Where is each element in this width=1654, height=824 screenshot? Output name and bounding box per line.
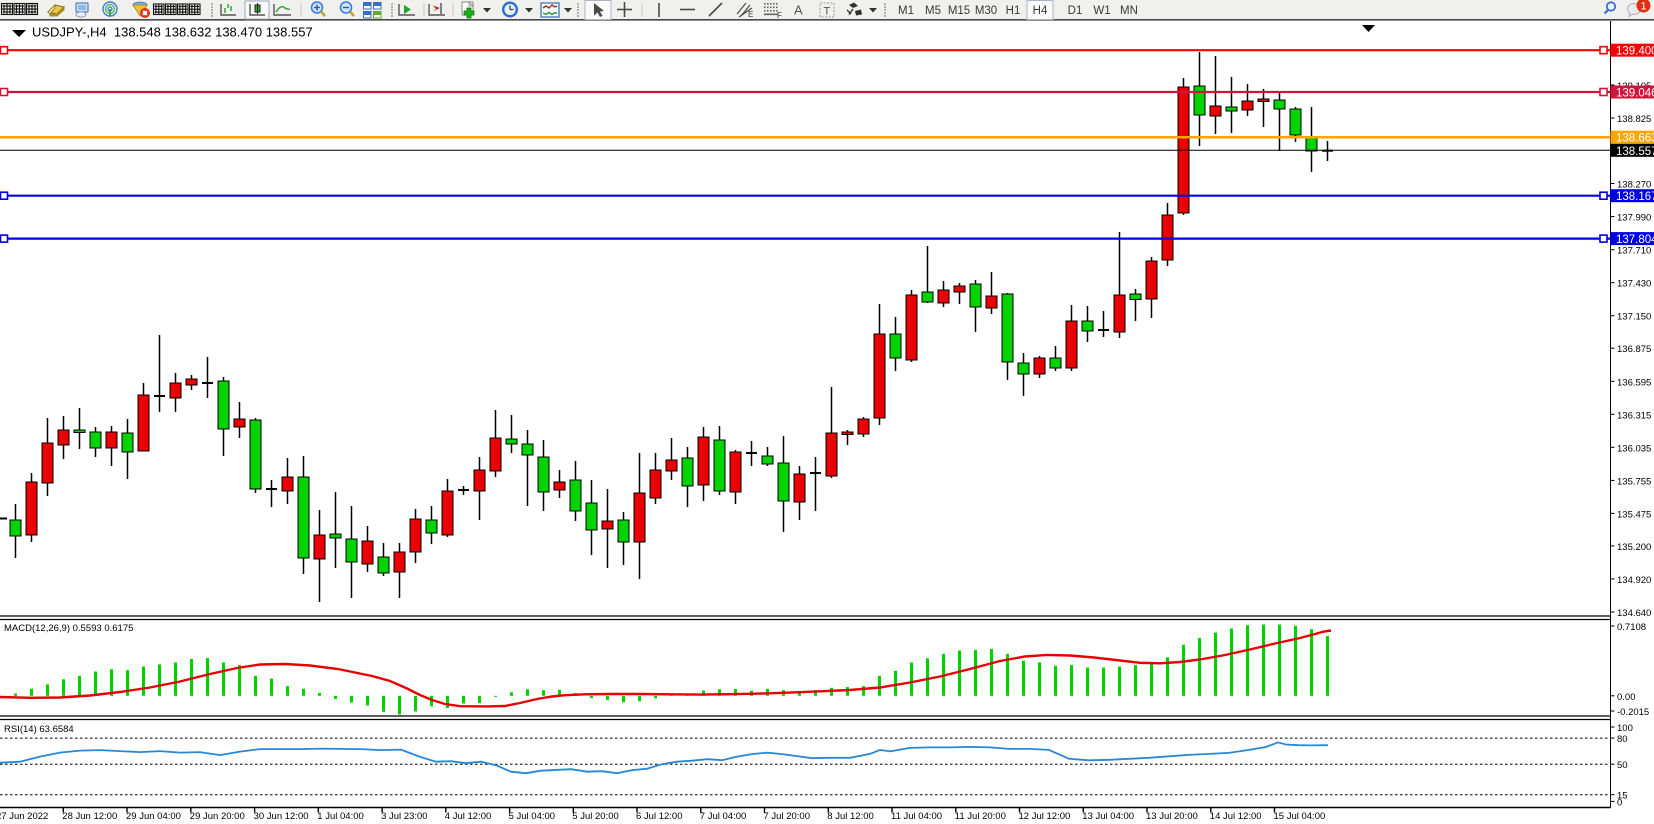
svg-text:0: 0 [1617,797,1622,808]
svg-text:D1: D1 [1068,5,1083,17]
svg-text:1 Jul 04:00: 1 Jul 04:00 [317,811,363,822]
svg-text:137.990: 137.990 [1617,213,1651,224]
svg-text:11 Jul 04:00: 11 Jul 04:00 [891,811,942,822]
svg-text:13 Jul 04:00: 13 Jul 04:00 [1082,811,1134,822]
svg-text:30 Jun 12:00: 30 Jun 12:00 [254,811,309,822]
svg-text:USDJPY-,H4 138.548 138.632 13: USDJPY-,H4 138.548 138.632 138.470 138.5… [32,25,313,40]
svg-text:4 Jul 12:00: 4 Jul 12:00 [445,811,491,822]
svg-text:3 Jul 23:00: 3 Jul 23:00 [381,811,427,822]
svg-text:15 Jul 04:00: 15 Jul 04:00 [1274,811,1326,822]
svg-text:135.475: 135.475 [1617,509,1651,520]
svg-text:RSI(14) 63.6584: RSI(14) 63.6584 [4,724,74,735]
svg-text:137.710: 137.710 [1617,246,1651,257]
svg-text:M30: M30 [975,5,997,17]
svg-text:50: 50 [1617,760,1628,771]
svg-text:W1: W1 [1093,5,1110,17]
svg-text:136.875: 136.875 [1617,344,1651,355]
svg-text:0.00: 0.00 [1617,692,1636,703]
svg-text:MN: MN [1120,5,1138,17]
svg-text:0.7108: 0.7108 [1617,622,1646,633]
svg-text:T: T [824,6,831,18]
svg-text:134.920: 134.920 [1617,575,1651,586]
svg-text:1: 1 [1640,1,1646,13]
svg-text:-0.2015: -0.2015 [1617,707,1649,718]
svg-text:6 Jul 12:00: 6 Jul 12:00 [636,811,682,822]
svg-text:H1: H1 [1006,5,1021,17]
svg-text:28 Jun 12:00: 28 Jun 12:00 [62,811,117,822]
svg-text:139.400: 139.400 [1616,46,1654,58]
svg-text:136.595: 136.595 [1617,377,1651,388]
svg-text:138.663: 138.663 [1616,133,1654,145]
svg-text:7 Jul 04:00: 7 Jul 04:00 [700,811,746,822]
svg-text:8 Jul 12:00: 8 Jul 12:00 [827,811,873,822]
svg-text:5 Jul 04:00: 5 Jul 04:00 [509,811,555,822]
svg-text:137.430: 137.430 [1617,279,1651,290]
svg-text:12 Jul 12:00: 12 Jul 12:00 [1019,811,1071,822]
svg-text:137.804: 137.804 [1616,234,1654,246]
svg-text:M15: M15 [948,5,970,17]
svg-text:139.046: 139.046 [1616,88,1654,100]
svg-text:11 Jul 20:00: 11 Jul 20:00 [955,811,1006,822]
svg-text:136.035: 136.035 [1617,443,1651,454]
svg-text:138.167: 138.167 [1616,191,1654,203]
svg-text:13 Jul 20:00: 13 Jul 20:00 [1146,811,1198,822]
svg-text:100: 100 [1617,723,1633,734]
svg-text:138.825: 138.825 [1617,114,1651,125]
svg-text:H4: H4 [1033,5,1048,17]
svg-text:15: 15 [1617,791,1628,802]
svg-text:135.755: 135.755 [1617,476,1651,487]
svg-text:29 Jun 04:00: 29 Jun 04:00 [126,811,181,822]
svg-text:A: A [794,3,803,18]
svg-text:134.640: 134.640 [1617,608,1651,619]
svg-text:137.150: 137.150 [1617,312,1651,323]
svg-text:M5: M5 [925,5,941,17]
svg-text:136.315: 136.315 [1617,410,1651,421]
svg-text:M1: M1 [898,5,914,17]
svg-text:29 Jun 20:00: 29 Jun 20:00 [190,811,245,822]
svg-text:80: 80 [1617,734,1628,745]
svg-text:27 Jun 2022: 27 Jun 2022 [0,811,48,822]
svg-text:F: F [777,11,782,20]
svg-text:MACD(12,26,9) 0.5593 0.6175: MACD(12,26,9) 0.5593 0.6175 [4,623,133,634]
svg-text:138.557: 138.557 [1616,146,1654,158]
svg-text:E: E [748,10,753,19]
svg-text:7 Jul 20:00: 7 Jul 20:00 [764,811,810,822]
svg-text:135.200: 135.200 [1617,542,1651,553]
svg-text:14 Jul 12:00: 14 Jul 12:00 [1210,811,1262,822]
svg-text:138.270: 138.270 [1617,180,1651,191]
svg-text:5 Jul 20:00: 5 Jul 20:00 [572,811,618,822]
